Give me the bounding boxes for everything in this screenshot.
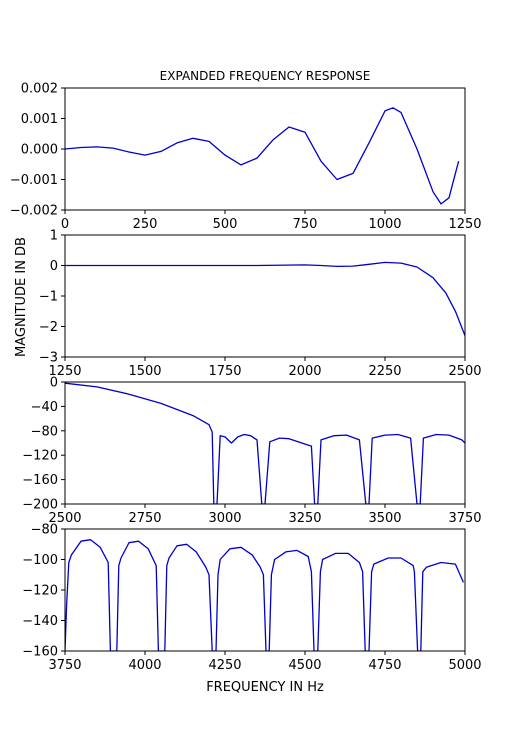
y-tick-label: −140: [22, 614, 58, 629]
y-tick-label: −80: [31, 523, 58, 538]
y-tick-label: −200: [22, 498, 58, 513]
x-tick-label: 3000: [208, 511, 241, 526]
x-tick-label: 250: [133, 217, 158, 232]
x-tick-label: 2000: [288, 364, 321, 379]
y-tick-label: −120: [22, 449, 58, 464]
x-tick-label: 2750: [128, 511, 161, 526]
y-tick-label: −0.002: [10, 204, 58, 219]
y-tick-label: −160: [22, 645, 58, 660]
x-tick-label: 4000: [128, 658, 161, 673]
axes-frame-3: [64, 381, 466, 505]
x-tick-label: 0: [61, 217, 69, 232]
y-tick-label: −160: [22, 473, 58, 488]
x-tick-label: 2250: [368, 364, 401, 379]
x-tick-label: 3500: [368, 511, 401, 526]
x-tick-label: 2500: [448, 364, 481, 379]
x-tick-label: 3750: [48, 658, 81, 673]
series-line-3: [65, 382, 465, 504]
x-axis-label: FREQUENCY IN Hz: [206, 680, 324, 695]
y-tick-label: −1: [39, 290, 58, 305]
x-tick-label: 1250: [48, 364, 81, 379]
x-tick-label: 1250: [448, 217, 481, 232]
x-tick-label: 1000: [368, 217, 401, 232]
panels: 0 250 500 750 1000 1250 0.002 0.001 0.000 −0.001 −…: [10, 82, 482, 674]
x-tick-label: 5000: [448, 658, 481, 673]
x-tick-label: 750: [293, 217, 318, 232]
x-tick-label: 3250: [288, 511, 321, 526]
y-tick-label: 0: [50, 259, 58, 274]
y-tick-label: −100: [22, 553, 58, 568]
y-tick-label: −120: [22, 584, 58, 599]
y-tick-label: −3: [39, 351, 58, 366]
y-axis-label: MAGNITUDE IN DB: [14, 237, 29, 357]
y-tick-label: 0.001: [21, 112, 58, 127]
panel-1: 0 250 500 750 1000 1250 0.002 0.001 0.000 −0.001 −…: [10, 82, 482, 233]
panel-4: 3750 4000 4250 4500 4750 5000 −80 −100 −120 −140 −…: [22, 523, 481, 674]
x-tick-label: 4750: [368, 658, 401, 673]
series-line-1: [65, 107, 460, 205]
series-line-2: [65, 261, 465, 336]
x-tick-label: 1750: [208, 364, 241, 379]
y-tick-label: 0.002: [21, 82, 58, 97]
y-tick-label: −2: [39, 320, 58, 335]
x-tick-label: 4250: [208, 658, 241, 673]
y-tick-label: 0: [50, 376, 58, 391]
chart-title: EXPANDED FREQUENCY RESPONSE: [160, 69, 371, 83]
y-tick-label: 0.000: [21, 143, 58, 158]
y-tick-label: −40: [31, 400, 58, 415]
x-tick-label: 3750: [448, 511, 481, 526]
y-tick-label: 1: [50, 229, 58, 244]
y-tick-label: −0.001: [10, 173, 58, 188]
x-tick-label: 500: [213, 217, 238, 232]
x-tick-label: 4500: [288, 658, 321, 673]
x-tick-label: 2500: [48, 511, 81, 526]
series-line-4: [65, 539, 464, 651]
y-tick-label: −80: [31, 424, 58, 439]
x-tick-label: 1500: [128, 364, 161, 379]
panel-2: 1250 1500 1750 2000 2250 2500 1 0 −1 −2 −3: [39, 229, 482, 380]
panel-3: 2500 2750 3000 3250 3500 3750 0 −40 −80 −120 −160 −…: [22, 376, 481, 527]
